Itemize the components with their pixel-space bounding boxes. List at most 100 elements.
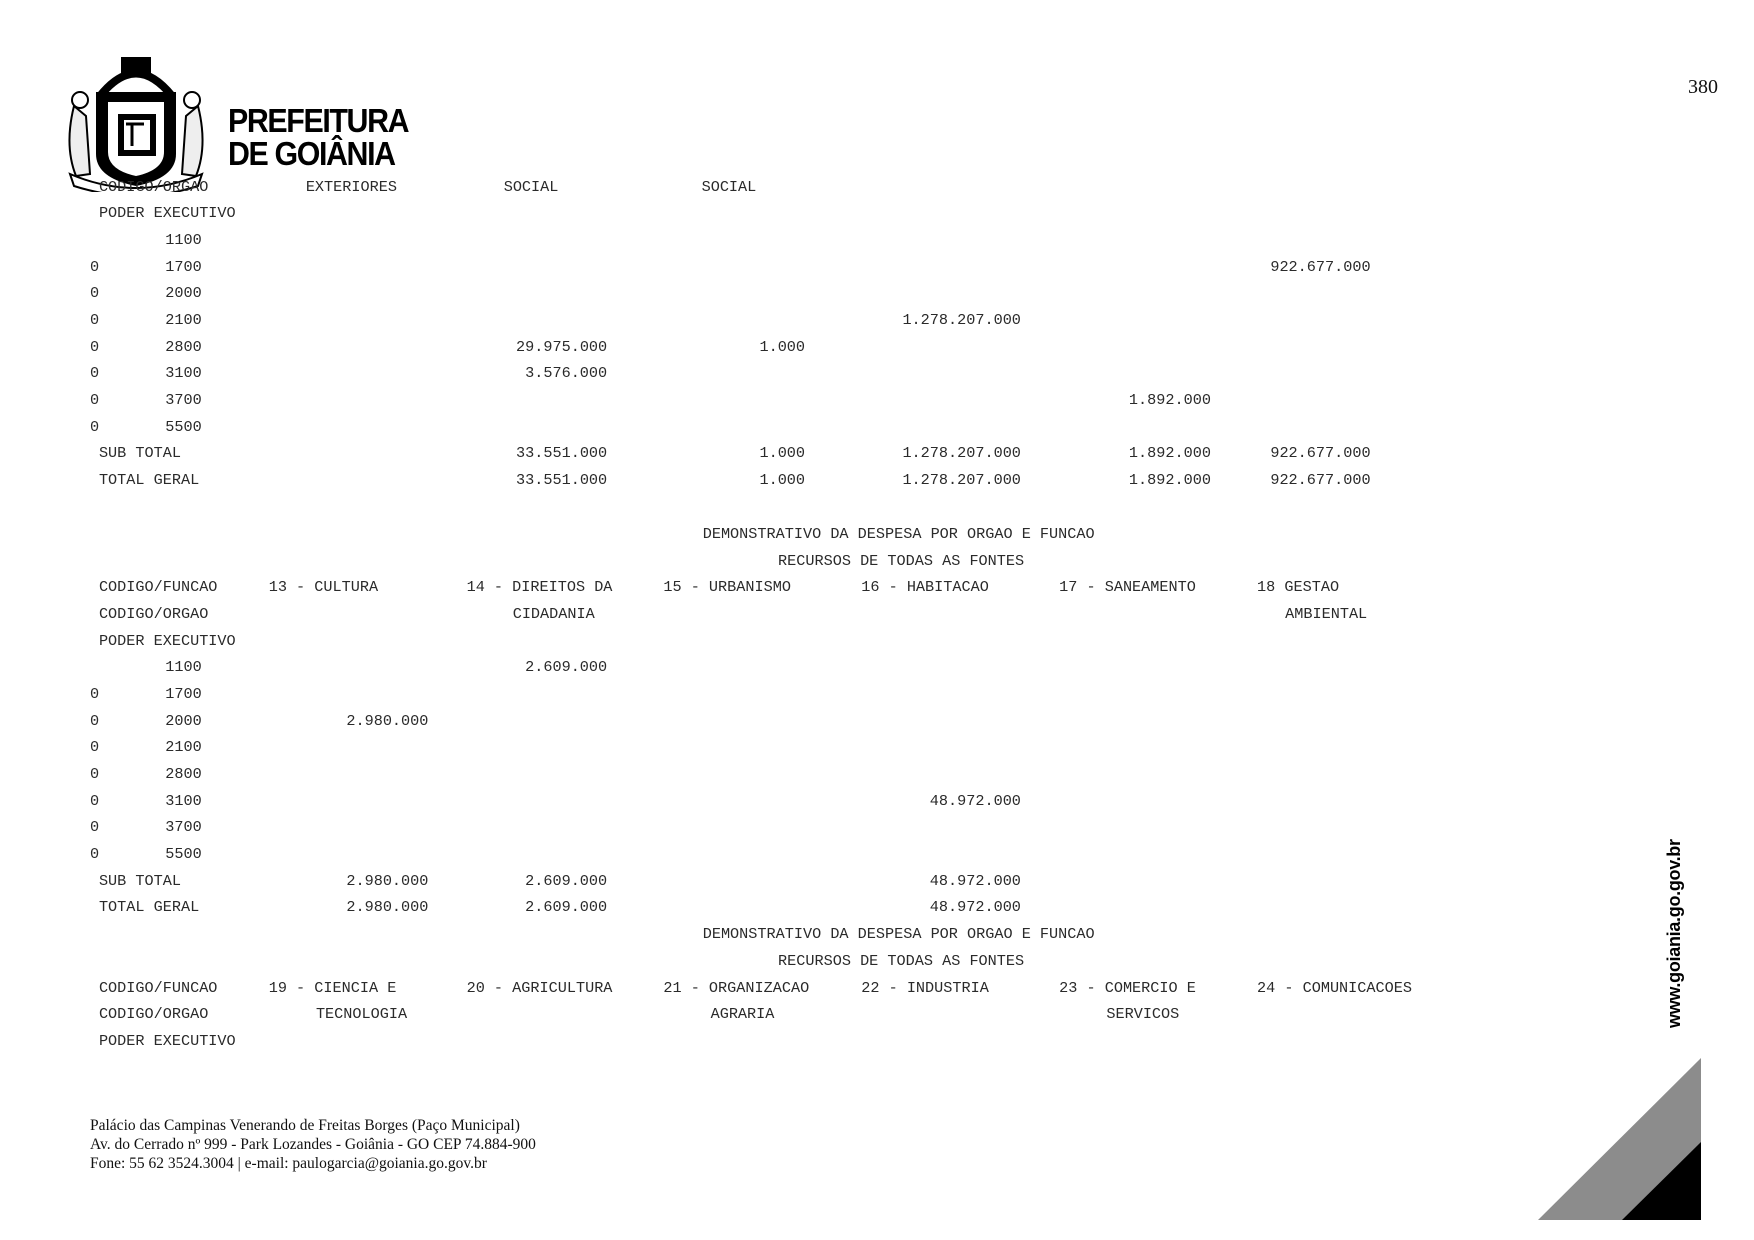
total-value: 1.892.000 <box>1128 444 1211 463</box>
row-prefix: 0 <box>89 257 100 276</box>
column-header-function: EXTERIORES <box>305 177 397 196</box>
column-header-code: CODIGO/FUNCAO <box>98 978 218 997</box>
column-header-function: 24 - COMUNICACOES <box>1257 978 1412 997</box>
report-title: RECURSOS DE TODAS AS FONTES <box>778 551 1025 570</box>
corner-decoration <box>1538 1058 1701 1220</box>
total-value: 1.000 <box>759 471 806 489</box>
table-cell-value: 48.972.000 <box>929 791 1021 810</box>
row-organ-code: 3700 <box>165 391 202 409</box>
total-value: 922.677.000 <box>1270 471 1371 489</box>
table-cell-value: 2.609.000 <box>525 658 608 677</box>
table-cell-value: 1.892.000 <box>1128 391 1211 409</box>
row-organ-code: 3100 <box>165 364 202 383</box>
row-organ-code: 2000 <box>165 711 202 730</box>
row-organ-code: 2000 <box>165 284 202 303</box>
column-header-function: 16 - HABITACAO <box>861 578 989 597</box>
total-value: 2.609.000 <box>525 898 608 917</box>
table-cell-value: 2.980.000 <box>346 711 429 730</box>
footer-line-3: Fone: 55 62 3524.3004 | e-mail: paulogar… <box>90 1155 487 1172</box>
coat-of-arms-logo <box>68 57 204 192</box>
column-header-function: 23 - COMERCIO E <box>1059 978 1196 997</box>
total-value: 33.551.000 <box>516 444 608 463</box>
column-header-function: 17 - SANEAMENTO <box>1059 578 1196 597</box>
table-cell-value: 29.975.000 <box>516 337 608 356</box>
table-cell-value: 3.576.000 <box>525 364 608 383</box>
row-organ-code: 1100 <box>165 230 202 249</box>
footer-address: Palácio das Campinas Venerando de Freita… <box>90 1116 536 1173</box>
brand-wordmark: PREFEITURA DE GOIÂNIA <box>228 102 410 172</box>
row-prefix: 0 <box>89 818 100 837</box>
total-value: 2.980.000 <box>346 871 429 890</box>
total-value: 1.278.207.000 <box>902 444 1021 463</box>
row-prefix: 0 <box>89 364 100 383</box>
subtotal-label: SUB TOTAL <box>98 444 181 463</box>
column-header-function: TECNOLOGIA <box>315 1005 408 1024</box>
table-cell-value: 1.000 <box>759 337 806 356</box>
total-value: 1.892.000 <box>1128 471 1211 489</box>
row-prefix: 0 <box>89 391 100 409</box>
column-header-function: 21 - ORGANIZACAO <box>663 978 810 997</box>
column-header-code: CODIGO/FUNCAO <box>98 578 218 597</box>
row-organ-code: 5500 <box>165 417 202 436</box>
column-header-function: 14 - DIREITOS DA <box>466 578 613 597</box>
row-prefix: 0 <box>89 310 100 329</box>
grand-total-label: TOTAL GERAL <box>98 471 200 489</box>
total-value: 33.551.000 <box>516 471 608 489</box>
row-prefix: 0 <box>89 417 100 436</box>
row-organ-code: 3700 <box>165 818 202 837</box>
group-label: PODER EXECUTIVO <box>98 204 236 223</box>
report-title: RECURSOS DE TODAS AS FONTES <box>778 952 1025 970</box>
site-url: www.goiania.go.gov.br <box>1664 839 1684 1028</box>
table-cell-value: 1.278.207.000 <box>902 310 1021 329</box>
table-cell-value: 922.677.000 <box>1270 257 1371 276</box>
row-organ-code: 1100 <box>165 658 202 677</box>
total-value: 2.609.000 <box>525 871 608 890</box>
column-header-function: 19 - CIENCIA E <box>268 978 397 997</box>
report-title: DEMONSTRATIVO DA DESPESA POR ORGAO E FUN… <box>702 525 1095 544</box>
total-value: 48.972.000 <box>929 898 1021 917</box>
brand-line-2: DE GOIÂNIA <box>228 135 396 172</box>
column-header-function: SERVICOS <box>1106 1005 1180 1024</box>
column-header-code: CODIGO/ORGAO <box>98 1005 209 1024</box>
column-header-function: AMBIENTAL <box>1285 605 1368 624</box>
row-prefix: 0 <box>89 791 100 810</box>
row-prefix: 0 <box>89 765 100 784</box>
column-header-code: CODIGO/ORGAO <box>98 177 209 196</box>
total-value: 2.980.000 <box>346 898 429 917</box>
corner-gray-triangle <box>1538 1058 1701 1220</box>
row-prefix: 0 <box>89 711 100 730</box>
total-value: 1.278.207.000 <box>902 471 1021 489</box>
group-label: PODER EXECUTIVO <box>98 631 236 650</box>
row-prefix: 0 <box>89 284 100 303</box>
row-prefix: 0 <box>89 845 100 864</box>
column-header-function: AGRARIA <box>710 1005 775 1024</box>
column-header-function: 15 - URBANISMO <box>663 578 791 597</box>
brand-line-1: PREFEITURA <box>228 102 410 139</box>
report-title: DEMONSTRATIVO DA DESPESA POR ORGAO E FUN… <box>702 925 1095 944</box>
column-header-function: SOCIAL <box>701 177 757 196</box>
total-value: 1.000 <box>759 444 806 463</box>
column-header-function: 13 - CULTURA <box>268 578 379 597</box>
row-prefix: 0 <box>89 738 100 757</box>
column-header-function: SOCIAL <box>503 177 559 196</box>
row-organ-code: 2100 <box>165 310 202 329</box>
total-value: 922.677.000 <box>1270 444 1371 463</box>
column-header-function: CIDADANIA <box>512 605 595 624</box>
footer-line-2: Av. do Cerrado nº 999 - Park Lozandes - … <box>90 1136 536 1153</box>
row-organ-code: 3100 <box>165 791 202 810</box>
subtotal-label: SUB TOTAL <box>98 871 181 890</box>
column-header-function: 20 - AGRICULTURA <box>466 978 613 997</box>
row-prefix: 0 <box>89 337 100 356</box>
corner-black-triangle <box>1622 1142 1701 1220</box>
row-prefix: 0 <box>89 685 100 704</box>
row-organ-code: 2800 <box>165 765 202 784</box>
row-organ-code: 5500 <box>165 845 202 864</box>
row-organ-code: 2100 <box>165 738 202 757</box>
footer-line-1: Palácio das Campinas Venerando de Freita… <box>90 1117 520 1134</box>
column-header-function: 18 GESTAO <box>1257 578 1340 597</box>
row-organ-code: 2800 <box>165 337 202 356</box>
grand-total-label: TOTAL GERAL <box>98 898 200 917</box>
column-header-code: CODIGO/ORGAO <box>98 605 209 624</box>
total-value: 48.972.000 <box>929 871 1021 890</box>
column-header-function: 22 - INDUSTRIA <box>861 978 989 997</box>
